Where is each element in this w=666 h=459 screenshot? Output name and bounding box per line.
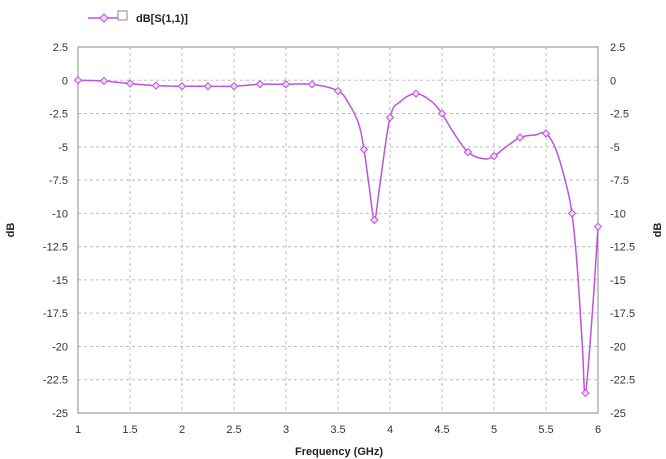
- y-tick-label-right: -5: [610, 142, 620, 154]
- y-axis-right-ticks: 2.5 0 -2.5 -5 -7.5 -10 -12.5 -15 -17.5 -20 -22.5 -2…: [610, 42, 635, 420]
- y-tick-label-left: -20: [52, 341, 68, 353]
- x-tick-label: 4.5: [434, 424, 449, 436]
- y-tick-label-right: -17.5: [610, 308, 635, 320]
- chart-legend[interactable]: dB[S(1,1)]: [88, 10, 188, 25]
- data-point-marker: [151, 81, 161, 90]
- x-tick-label: 5.5: [538, 424, 553, 436]
- x-tick-label: 1: [75, 424, 81, 436]
- x-tick-label: 6: [595, 424, 601, 436]
- y-tick-label-right: 0: [610, 75, 616, 87]
- x-tick-label: 3.5: [330, 424, 345, 436]
- series-group: [73, 76, 603, 398]
- x-axis-title: Frequency (GHz): [295, 446, 383, 458]
- x-tick-label: 5: [491, 424, 497, 436]
- data-point-marker: [581, 388, 590, 398]
- y-tick-label-right: -2.5: [610, 109, 629, 121]
- data-point-marker: [411, 89, 421, 98]
- x-tick-label: 4: [387, 424, 393, 436]
- y-tick-label-right: -10: [610, 208, 626, 220]
- data-point-marker: [370, 215, 379, 225]
- data-point-marker: [463, 147, 473, 157]
- legend-checkbox[interactable]: [117, 10, 128, 21]
- data-point-marker: [541, 129, 551, 138]
- y-tick-label-left: -2.5: [49, 109, 68, 121]
- data-point-marker: [281, 80, 291, 89]
- data-point-marker: [99, 76, 109, 86]
- data-point-marker: [125, 79, 135, 88]
- y-tick-label-left: -15: [52, 275, 68, 287]
- y-tick-label-left: -25: [52, 408, 68, 420]
- x-axis-ticks: 1 1.5 2 2.5 3 3.5 4 4.5 5 5.5 6: [75, 424, 601, 436]
- y-axis-left-ticks: 2.5 0 -2.5 -5 -7.5 -10 -12.5 -15 -17.5 -20 -22.5 -2…: [43, 42, 68, 420]
- plot-grid: [78, 47, 598, 413]
- series-line: [77, 79, 599, 395]
- data-point-marker: [437, 109, 447, 118]
- y-tick-label-left: -22.5: [43, 375, 68, 387]
- legend-marker-sample: [99, 13, 109, 23]
- y-tick-label-left: 0: [62, 75, 68, 87]
- y-axis-title-right: dB: [652, 223, 664, 238]
- y-tick-label-left: -10: [52, 208, 68, 220]
- data-point-marker: [593, 222, 603, 231]
- data-point-marker: [359, 145, 369, 154]
- legend-entry-label: dB[S(1,1)]: [136, 13, 188, 25]
- data-point-marker: [567, 209, 577, 218]
- y-tick-label-right: -12.5: [610, 242, 635, 254]
- y-tick-label-left: -12.5: [43, 242, 68, 254]
- data-point-marker: [489, 151, 499, 161]
- data-point-marker: [177, 82, 187, 91]
- y-tick-label-right: -20: [610, 341, 626, 353]
- y-tick-label-right: 2.5: [610, 42, 625, 54]
- y-axis-title-left: dB: [5, 223, 17, 238]
- y-tick-label-left: -17.5: [43, 308, 68, 320]
- data-point-marker: [333, 86, 343, 96]
- x-tick-label: 2.5: [226, 424, 241, 436]
- y-tick-label-right: -7.5: [610, 175, 629, 187]
- x-tick-label: 3: [283, 424, 289, 436]
- data-point-marker: [73, 76, 83, 85]
- y-tick-label-right: -15: [610, 275, 626, 287]
- data-point-marker: [203, 82, 213, 91]
- data-point-marker: [515, 133, 525, 142]
- y-tick-label-left: -5: [58, 142, 68, 154]
- data-point-marker: [229, 82, 239, 91]
- x-tick-label: 1.5: [122, 424, 137, 436]
- data-point-marker: [255, 80, 265, 89]
- data-point-marker: [385, 113, 395, 122]
- data-point-marker: [307, 80, 317, 89]
- x-tick-label: 2: [179, 424, 185, 436]
- y-tick-label-left: -7.5: [49, 175, 68, 187]
- y-tick-label-right: -25: [610, 408, 626, 420]
- y-tick-label-left: 2.5: [53, 42, 68, 54]
- y-tick-label-right: -22.5: [610, 375, 635, 387]
